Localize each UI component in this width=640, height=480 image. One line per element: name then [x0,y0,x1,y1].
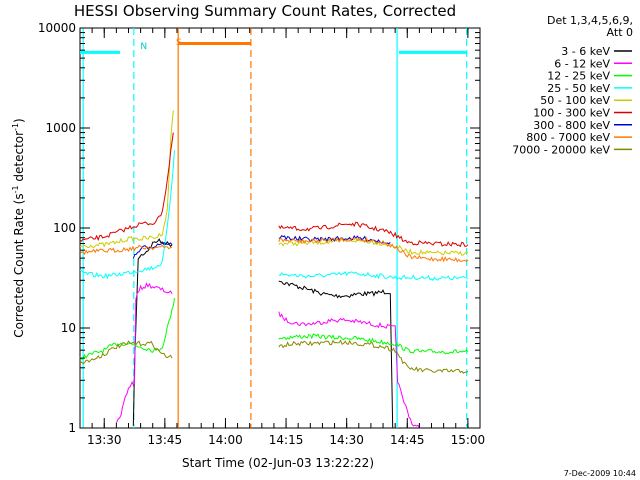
timestamp: 7-Dec-2009 10:44 [564,469,636,478]
series-line [278,311,420,429]
legend-entry-label: 800 - 7000 keV [526,131,610,144]
x-tick-label: 14:30 [329,433,364,447]
saa-label: S [176,38,182,48]
y-tick-label: 10000 [38,21,76,35]
x-axis-label: Start Time (02-Jun-03 13:22:22) [182,456,374,470]
y-axis: 1 10 100 1000 10000 [38,21,480,435]
y-axis-label-main: Corrected Count Rate (s [12,193,26,337]
x-tick-label: 15:00 [451,433,486,447]
series-line [115,281,173,424]
legend-header-line1: Det 1,3,4,5,6,9, [547,14,633,27]
series-line [278,280,394,429]
chart-title: HESSI Observing Summary Count Rates, Cor… [74,2,456,20]
legend-entry-label: 300 - 800 keV [533,119,610,132]
x-tick-label: 13:30 [87,433,122,447]
x-axis: 13:30 13:45 14:00 14:15 14:30 14:45 15:00 [79,28,486,447]
x-tick-label: 13:45 [148,433,183,447]
series-line [278,221,469,248]
y-axis-label-sup1: -1 [11,185,20,193]
night-label: N [140,42,147,52]
legend-entry-label: 3 - 6 keV [561,45,610,58]
y-tick-label: 10 [61,321,76,335]
legend-entry-label: 25 - 50 keV [547,82,610,95]
series-line [278,333,469,355]
legend-entry-label: 6 - 12 keV [554,57,610,70]
legend-entry-label: 7000 - 20000 keV [512,143,610,156]
legend-entry-label: 100 - 300 keV [533,107,610,120]
x-tick-label: 14:45 [390,433,425,447]
legend-header-line2: Att 0 [607,26,633,39]
series-line [132,238,173,426]
series-layer [79,110,469,429]
series-line [79,244,173,256]
y-axis-label-sup2: -1 [11,123,20,131]
y-tick-label: 1000 [45,121,76,135]
legend-entry-label: 12 - 25 keV [547,70,610,83]
y-axis-label-end: ) [12,118,26,123]
series-line [278,271,468,282]
legend-entry-label: 50 - 100 keV [540,94,610,107]
series-line [79,132,174,242]
x-tick-label: 14:15 [269,433,304,447]
series-line [278,236,469,263]
series-line [278,339,469,374]
y-tick-label: 100 [53,221,76,235]
y-axis-label-mid: detector [12,131,26,186]
y-axis-label: Corrected Count Rate (s-1 detector-1) [11,118,26,337]
y-tick-label: 1 [68,421,76,435]
series-line [79,110,174,249]
x-tick-label: 14:00 [208,433,243,447]
series-line [79,150,175,280]
series-line [79,340,173,365]
